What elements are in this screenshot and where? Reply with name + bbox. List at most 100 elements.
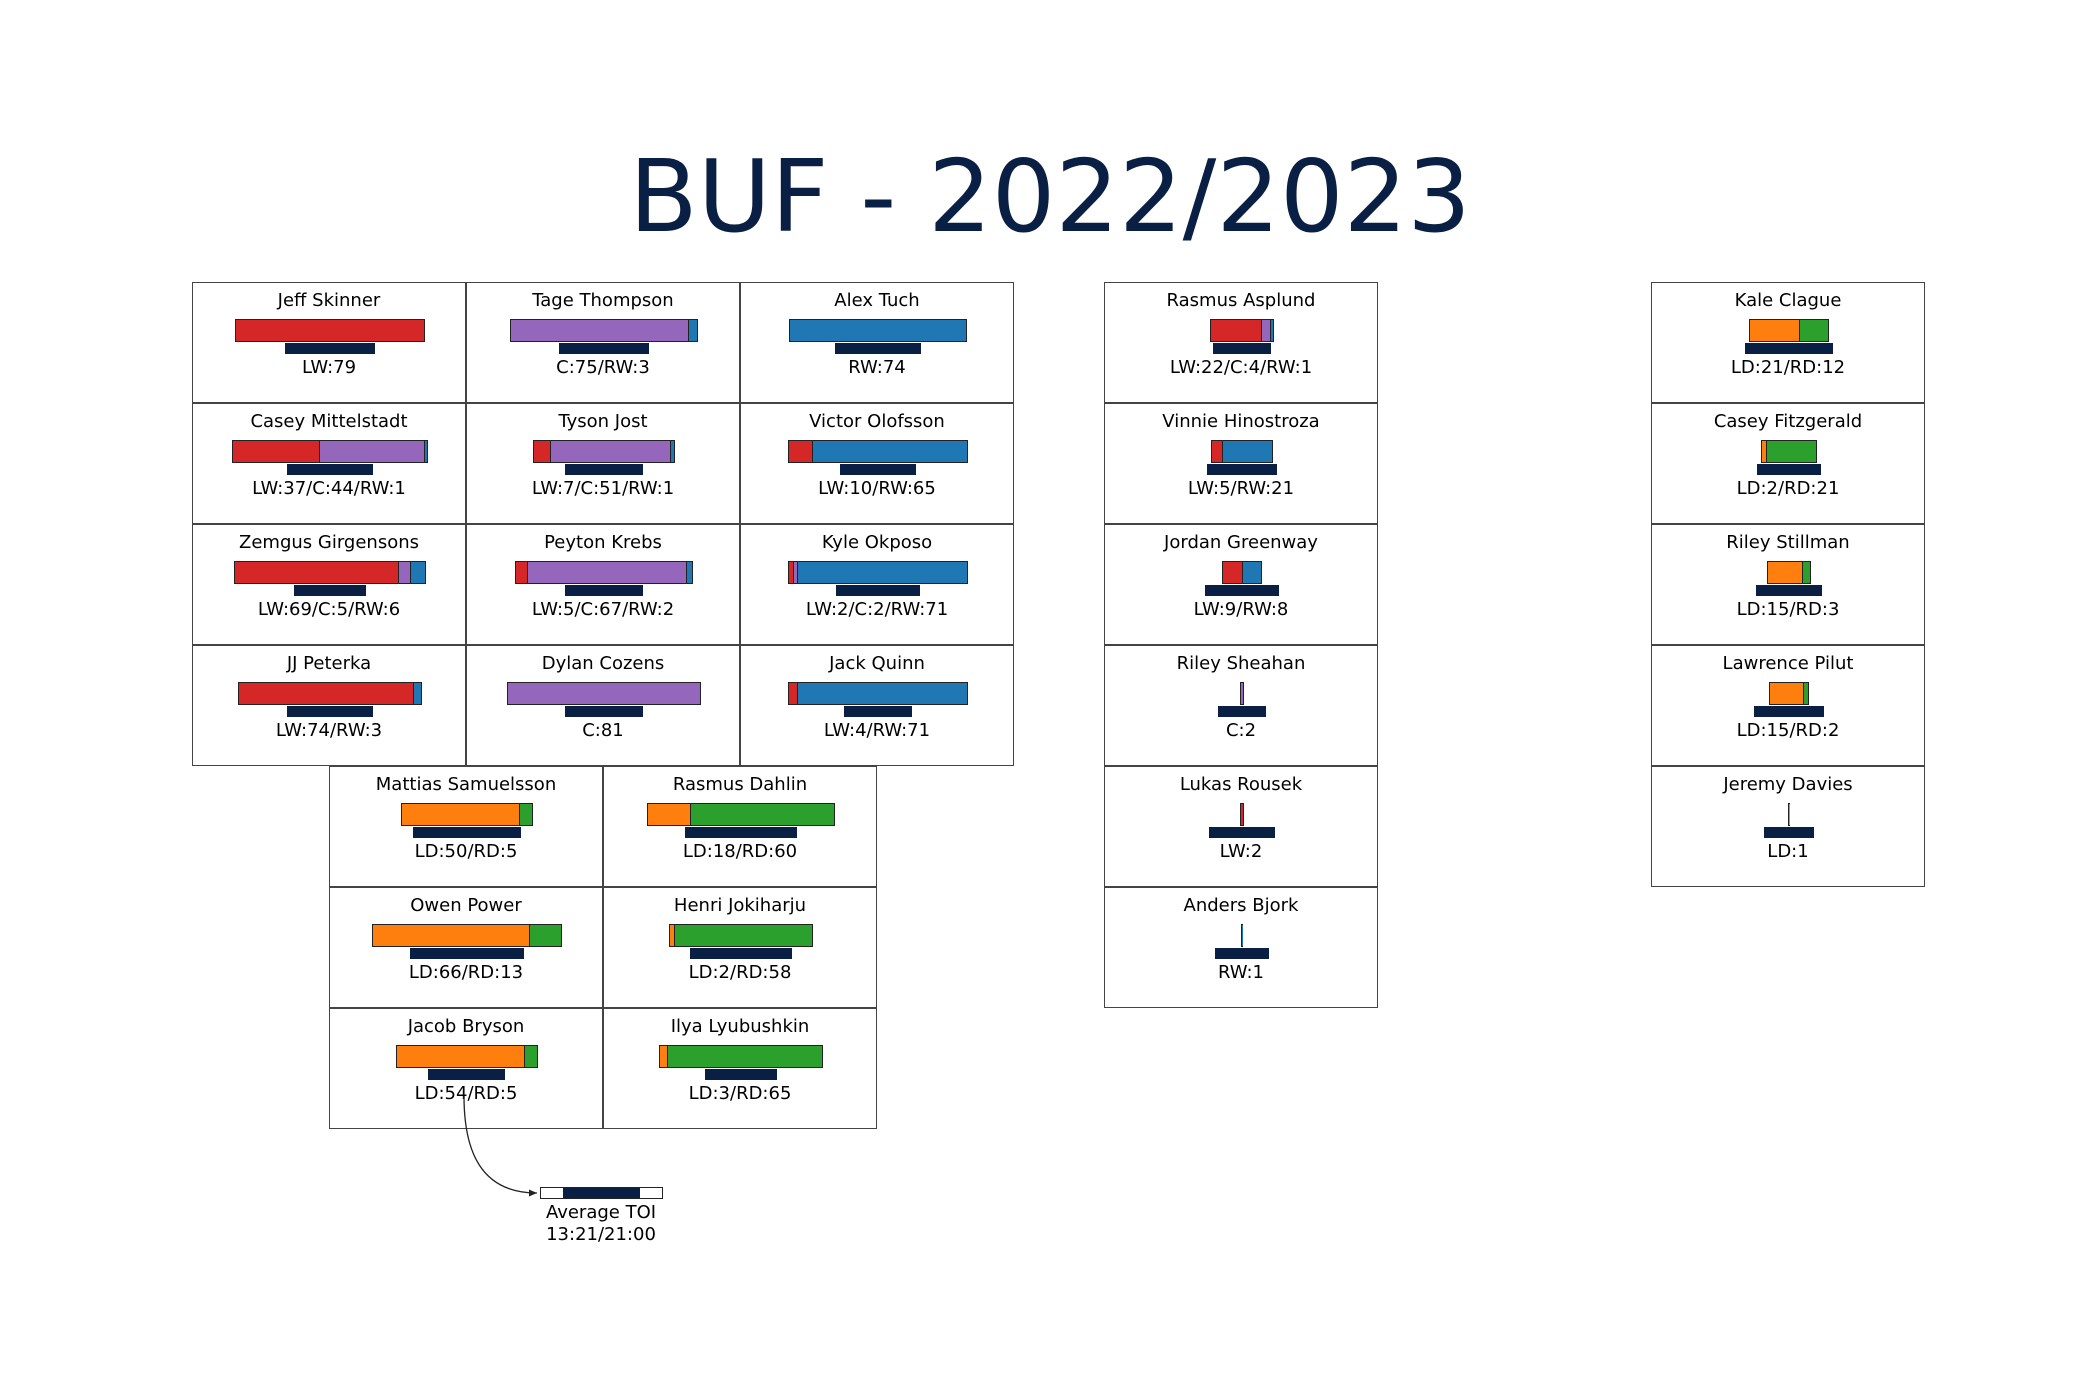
player-name: Alex Tuch (834, 290, 920, 311)
position-games-bar (372, 924, 562, 947)
segment-c (1261, 320, 1272, 341)
segment-lw (534, 441, 551, 462)
segment-c (511, 320, 690, 341)
segment-c (398, 562, 411, 583)
segment-rd (529, 925, 561, 946)
position-games-bar (788, 561, 968, 584)
player-name: Riley Stillman (1726, 532, 1850, 553)
position-games-bar (1787, 803, 1791, 826)
position-stats: LD:1 (1767, 841, 1809, 862)
position-games-bar (234, 561, 426, 584)
position-games-bar (510, 319, 698, 342)
segment-lw (516, 562, 529, 583)
position-stats: LW:69/C:5/RW:6 (257, 599, 401, 620)
average-toi-bar (559, 343, 649, 354)
segment-c (507, 683, 701, 704)
position-stats: LW:5/RW:21 (1187, 478, 1295, 499)
position-stats: C:81 (582, 720, 624, 741)
player-card-casey-mittelstadt: Casey Mittelstadt LW:37/C:44/RW:1 (192, 403, 466, 524)
position-stats: LD:50/RD:5 (414, 841, 518, 862)
average-toi-bar (1206, 464, 1278, 475)
player-name: Casey Mittelstadt (250, 411, 408, 432)
segment-lw (1222, 562, 1244, 583)
position-stats: RW:74 (848, 357, 906, 378)
average-toi-bar (428, 1069, 506, 1080)
position-stats: LW:74/RW:3 (275, 720, 383, 741)
player-card-riley-stillman: Riley Stillman LD:15/RD:3 (1651, 524, 1925, 645)
position-stats: LW:22/C:4/RW:1 (1169, 357, 1313, 378)
segment-rd (691, 804, 834, 825)
position-games-bar (659, 1045, 823, 1068)
player-card-jj-peterka: JJ Peterka LW:74/RW:3 (192, 645, 466, 766)
segment-rw (1223, 441, 1273, 462)
player-name: Rasmus Dahlin (672, 774, 808, 795)
position-games-bar (231, 440, 429, 463)
average-toi-bar (1205, 585, 1279, 596)
player-name: Zemgus Girgensons (239, 532, 419, 553)
segment-rw (1271, 320, 1274, 341)
player-name: Tage Thompson (532, 290, 674, 311)
average-toi-bar (564, 585, 644, 596)
player-name: Victor Olofsson (809, 411, 945, 432)
position-games-bar (1210, 440, 1274, 463)
position-games-bar (1209, 319, 1275, 342)
player-card-tyson-jost: Tyson Jost LW:7/C:51/RW:1 (466, 403, 740, 524)
segment-ld (397, 1046, 525, 1067)
player-card-anders-bjork: Anders Bjork RW:1 (1104, 887, 1378, 1008)
average-toi-bar (294, 585, 366, 596)
player-card-rasmus-asplund: Rasmus Asplund LW:22/C:4/RW:1 (1104, 282, 1378, 403)
player-name: Jacob Bryson (407, 1016, 525, 1037)
average-toi-bar (1755, 585, 1823, 596)
player-card-jack-quinn: Jack Quinn LW:4/RW:71 (740, 645, 1014, 766)
player-name: Ilya Lyubushkin (670, 1016, 810, 1037)
average-toi-bar (840, 464, 916, 475)
position-games-bar (1239, 803, 1245, 826)
average-toi-legend-label: Average TOI 13:21/21:00 (501, 1202, 701, 1246)
position-stats: LD:15/RD:2 (1736, 720, 1840, 741)
position-games-bar (788, 682, 968, 705)
position-games-bar (789, 319, 967, 342)
segment-ld (660, 1046, 668, 1067)
segment-rd (1799, 320, 1828, 341)
position-games-bar (515, 561, 693, 584)
position-games-bar (1239, 682, 1245, 705)
average-toi-bar (286, 706, 374, 717)
player-card-riley-sheahan: Riley Sheahan C:2 (1104, 645, 1378, 766)
average-toi-bar (689, 948, 793, 959)
average-toi-bar (834, 343, 922, 354)
player-name: Mattias Samuelsson (375, 774, 557, 795)
position-games-bar (1768, 682, 1810, 705)
position-stats: LD:21/RD:12 (1730, 357, 1846, 378)
segment-c (528, 562, 688, 583)
position-games-bar (647, 803, 835, 826)
player-name: Henri Jokiharju (673, 895, 807, 916)
segment-rw (414, 683, 422, 704)
position-games-bar (235, 319, 425, 342)
player-card-rasmus-dahlin: Rasmus Dahlin LD:18/RD:60 (603, 766, 877, 887)
player-name: Jordan Greenway (1164, 532, 1318, 553)
average-toi-bar (1756, 464, 1822, 475)
player-card-mattias-samuelsson: Mattias Samuelsson LD:50/RD:5 (329, 766, 603, 887)
player-name: Jack Quinn (829, 653, 925, 674)
position-games-bar (237, 682, 423, 705)
average-toi-bar (1213, 343, 1271, 354)
position-stats: LW:79 (301, 357, 357, 378)
segment-ld (402, 804, 521, 825)
segment-rw (689, 320, 697, 341)
segment-lw (232, 441, 321, 462)
segment-rw (1243, 562, 1262, 583)
average-toi-bar (284, 343, 376, 354)
average-toi-bar (1215, 948, 1269, 959)
position-stats: C:75/RW:3 (556, 357, 650, 378)
average-toi-bar (564, 706, 644, 717)
player-name: JJ Peterka (286, 653, 372, 674)
position-stats: LD:2/RD:21 (1736, 478, 1840, 499)
segment-lw (789, 562, 794, 583)
segment-lw (1240, 804, 1244, 825)
segment-lw (1211, 441, 1224, 462)
segment-ld (1769, 683, 1804, 704)
player-name: Kyle Okposo (821, 532, 933, 553)
average-toi-bar (843, 706, 913, 717)
segment-ld (1768, 562, 1803, 583)
segment-rd (1802, 562, 1810, 583)
